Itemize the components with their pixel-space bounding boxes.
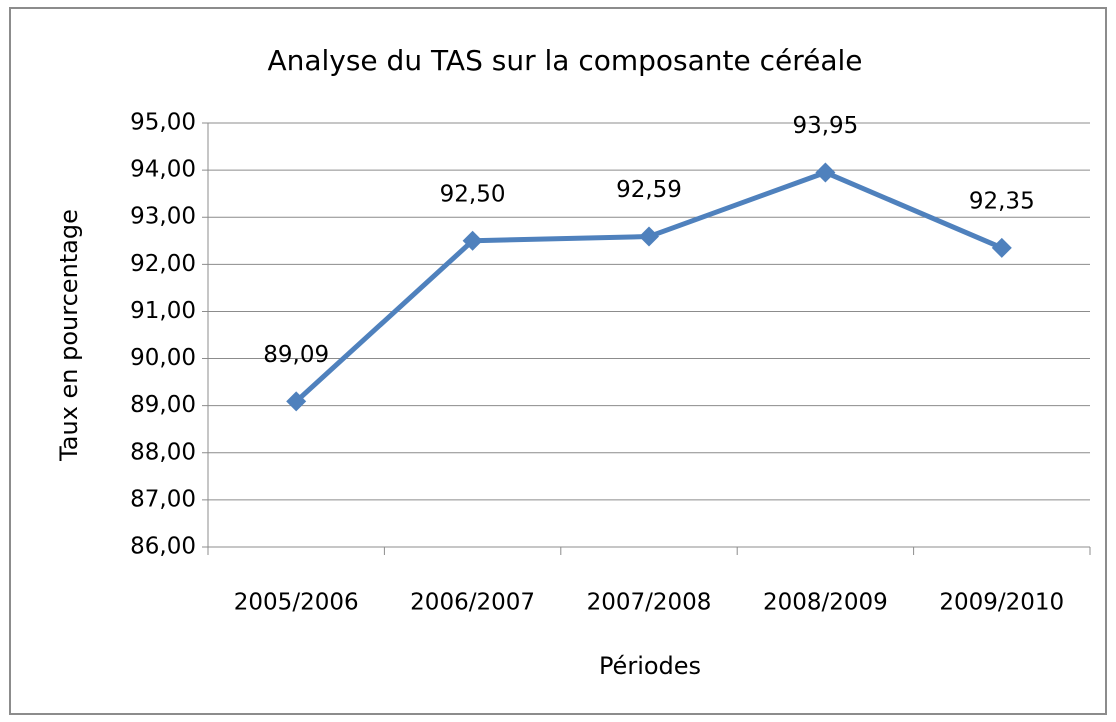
marker bbox=[815, 162, 836, 183]
y-tick-label: 91,00 bbox=[130, 298, 196, 324]
y-tick-label: 87,00 bbox=[130, 486, 196, 512]
x-tick-label: 2007/2008 bbox=[587, 590, 712, 616]
marker bbox=[462, 230, 483, 251]
data-label: 89,09 bbox=[263, 342, 329, 368]
y-tick-label: 86,00 bbox=[130, 534, 196, 560]
x-axis-title: Périodes bbox=[599, 652, 701, 680]
y-tick-label: 94,00 bbox=[130, 157, 196, 183]
marker bbox=[286, 391, 307, 412]
x-tick-label: 2009/2010 bbox=[939, 590, 1064, 616]
marker bbox=[639, 226, 659, 247]
y-tick-label: 95,00 bbox=[130, 110, 196, 136]
x-tick-label: 2005/2006 bbox=[234, 590, 359, 616]
chart-title: Analyse du TAS sur la composante céréale bbox=[267, 44, 862, 77]
y-tick-label: 92,00 bbox=[130, 251, 196, 277]
x-tick-label: 2006/2007 bbox=[410, 590, 535, 616]
x-tick-label: 2008/2009 bbox=[763, 590, 888, 616]
chart-frame bbox=[9, 7, 1107, 715]
y-tick-label: 90,00 bbox=[130, 345, 196, 371]
y-tick-label: 88,00 bbox=[130, 439, 196, 465]
data-label: 92,59 bbox=[616, 177, 682, 203]
data-label: 93,95 bbox=[792, 113, 858, 139]
data-label: 92,35 bbox=[969, 188, 1035, 214]
marker bbox=[991, 237, 1012, 258]
data-label: 92,50 bbox=[440, 181, 506, 207]
y-tick-label: 93,00 bbox=[130, 204, 196, 230]
y-tick-label: 89,00 bbox=[130, 392, 196, 418]
y-axis-title: Taux en pourcentage bbox=[55, 209, 83, 462]
